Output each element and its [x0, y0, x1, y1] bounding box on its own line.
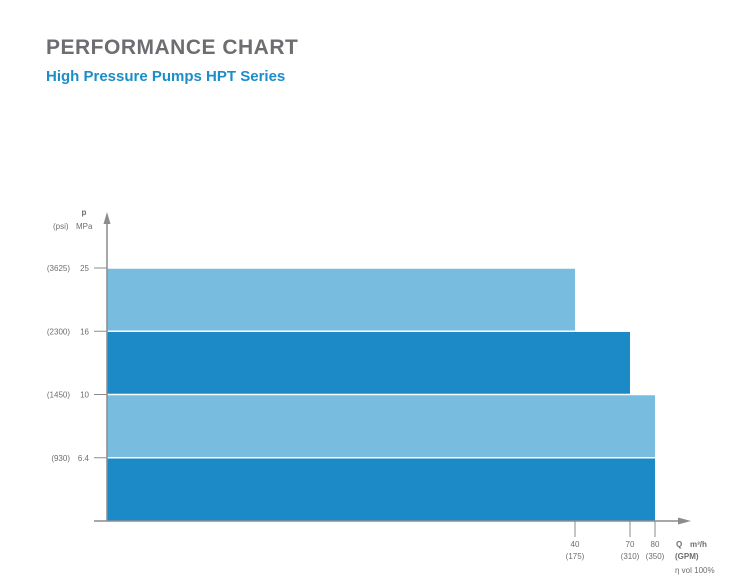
x-tick-alt-label: (350) — [646, 552, 665, 561]
y-tick-label: 10 — [80, 391, 89, 400]
y-axis-symbol: p — [82, 208, 87, 217]
x-axis-unit-primary: m³/h — [690, 540, 707, 549]
page-title: PERFORMANCE CHART — [46, 36, 299, 59]
x-axis-unit-secondary: (GPM) — [675, 552, 699, 561]
band-3 — [107, 394, 655, 458]
y-ticks: 25 (3625) 16 (2300) 10 (1450) 6.4 (930) — [47, 264, 107, 463]
y-tick-label: 25 — [80, 264, 89, 273]
band-4 — [107, 457, 655, 521]
x-axis-note: η vol 100% — [675, 566, 715, 575]
chart-bands — [107, 267, 655, 521]
y-tick-label: 6.4 — [78, 454, 90, 463]
y-tick-alt-label: (2300) — [47, 327, 70, 336]
y-axis-unit-primary: MPa — [76, 222, 93, 231]
x-tick-label: 70 — [626, 540, 635, 549]
chart-axes — [94, 212, 691, 525]
band-2 — [107, 331, 630, 395]
y-tick-alt-label: (3625) — [47, 264, 70, 273]
x-tick-alt-label: (175) — [566, 552, 585, 561]
y-tick-alt-label: (930) — [51, 454, 70, 463]
x-tick-label: 80 — [651, 540, 660, 549]
x-ticks: 40 (175) 70 (310) 80 (350) — [566, 521, 665, 561]
x-tick-alt-label: (310) — [621, 552, 640, 561]
y-axis-unit-secondary: (psi) — [53, 222, 69, 231]
y-axis-arrow — [103, 212, 111, 224]
x-axis-arrow — [678, 517, 691, 525]
page-subtitle: High Pressure Pumps HPT Series — [46, 68, 286, 85]
y-tick-alt-label: (1450) — [47, 391, 70, 400]
x-axis-symbol: Q — [676, 540, 682, 549]
x-tick-label: 40 — [571, 540, 580, 549]
axis-labels: p (psi) MPa Q m³/h (GPM) η vol 100% — [53, 208, 715, 575]
y-tick-label: 16 — [80, 327, 89, 336]
band-1 — [107, 268, 575, 332]
